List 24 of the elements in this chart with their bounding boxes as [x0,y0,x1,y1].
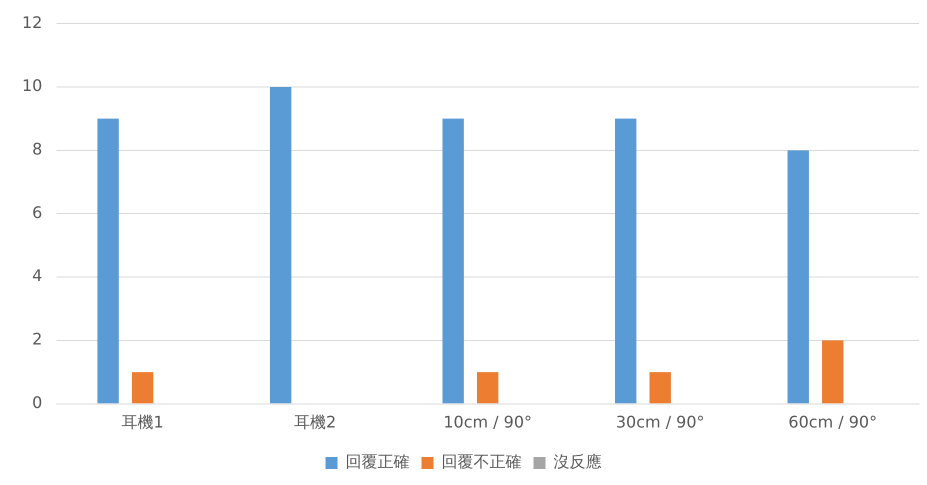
x-tick-label: 耳機2 [294,412,336,432]
legend-label: 回覆正確 [346,452,410,472]
legend-label: 回覆不正確 [442,452,522,472]
legend-label: 沒反應 [554,452,602,472]
y-tick-label: 12 [22,12,42,32]
x-tick-label: 耳機1 [122,412,164,432]
bar [132,372,154,404]
bar [615,118,636,404]
y-tick-label: 2 [32,330,42,349]
bar [650,372,671,404]
bar [442,118,464,404]
y-tick-label: 0 [32,392,42,412]
x-tick-label: 30cm / 90° [616,412,705,432]
y-tick-label: 8 [32,139,42,158]
y-tick-label: 10 [22,76,42,96]
bar [788,150,809,404]
y-tick-label: 4 [32,266,42,286]
y-tick-label: 6 [32,202,42,222]
bar [270,86,292,404]
x-tick-label: 60cm / 90° [788,412,878,432]
bar [476,372,498,404]
x-tick-label: 10cm / 90° [443,412,532,432]
bar [822,340,844,404]
bar [97,118,119,404]
